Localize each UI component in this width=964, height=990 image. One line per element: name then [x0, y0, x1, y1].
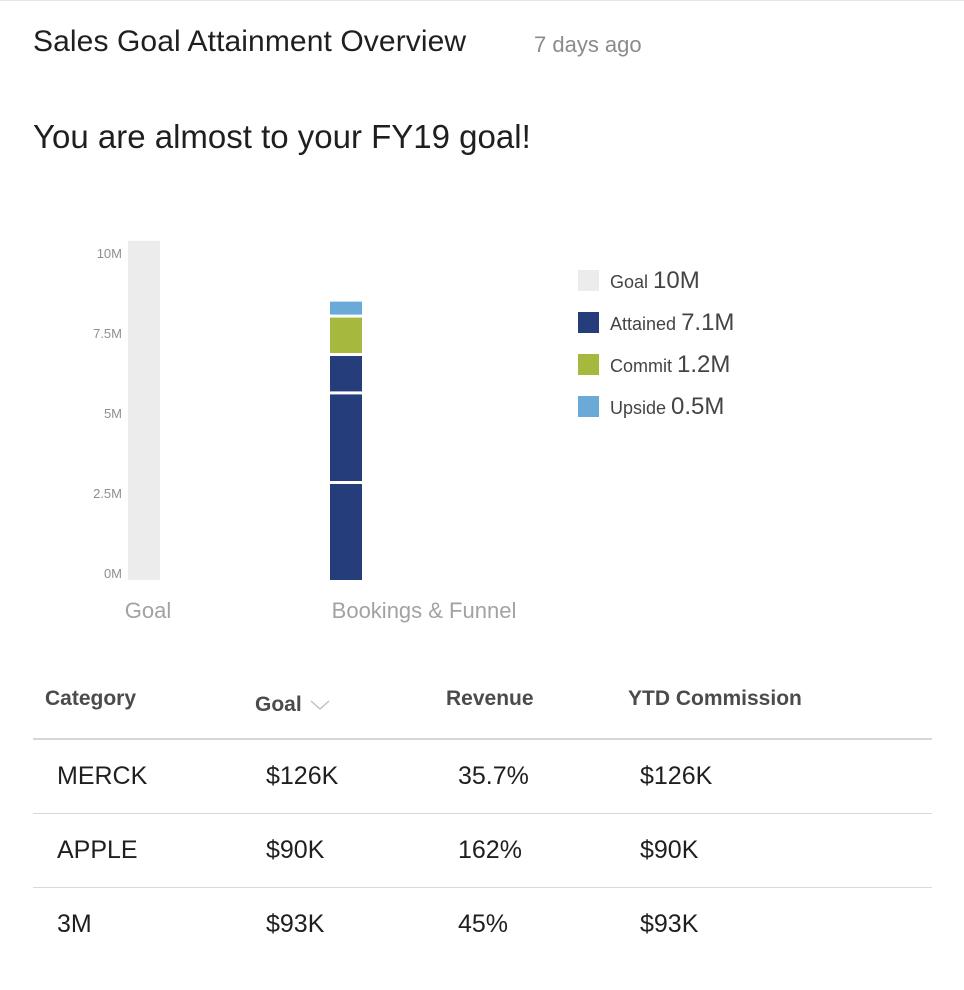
legend-item: Attained 7.1M: [610, 309, 734, 336]
column-header-revenue[interactable]: Revenue: [446, 687, 534, 710]
legend-name: Commit: [610, 356, 677, 376]
legend-swatch: [578, 396, 599, 417]
y-tick-label: 0M: [104, 566, 122, 581]
y-tick-label: 7.5M: [93, 326, 122, 341]
table-header: Category Goal Revenue YTD Commission: [33, 676, 932, 740]
cell-category: 3M: [57, 910, 92, 938]
x-label-goal: Goal: [125, 598, 171, 623]
column-header-goal-label: Goal: [255, 693, 302, 716]
cell-category: APPLE: [57, 836, 138, 864]
attained-segment: [330, 356, 362, 392]
column-header-category[interactable]: Category: [45, 687, 137, 710]
card-title: Sales Goal Attainment Overview: [33, 25, 467, 58]
legend-item: Commit 1.2M: [610, 351, 730, 378]
legend-swatch: [578, 354, 599, 375]
legend-value: 10M: [653, 267, 700, 294]
legend-name: Goal: [610, 272, 653, 292]
legend-name: Upside: [610, 398, 671, 418]
chevron-down-icon[interactable]: [310, 693, 330, 717]
legend-swatch: [578, 312, 599, 333]
legend-item: Upside 0.5M: [610, 393, 724, 420]
legend-value: 0.5M: [671, 393, 724, 420]
y-tick-label: 2.5M: [93, 486, 122, 501]
legend-value: 1.2M: [677, 351, 730, 378]
attained-segment: [330, 484, 362, 580]
card-top-border: [0, 0, 964, 1]
attained-segment: [330, 394, 362, 481]
legend-item: Goal 10M: [610, 267, 700, 294]
x-label-bookings: Bookings & Funnel: [332, 598, 517, 623]
column-header-ytd-commission[interactable]: YTD Commission: [628, 687, 802, 710]
cell-goal: $126K: [266, 762, 339, 790]
cell-goal: $93K: [266, 910, 325, 938]
y-tick-label: 10M: [97, 246, 122, 261]
table-row[interactable]: APPLE $90K 162% $90K: [33, 814, 932, 888]
cell-category: MERCK: [57, 762, 148, 790]
cell-ytd-commission: $126K: [640, 762, 713, 790]
commit-segment: [330, 317, 362, 353]
table-row[interactable]: 3M $93K 45% $93K: [33, 888, 932, 961]
goal-bar: [128, 240, 160, 581]
legend-value: 7.1M: [681, 309, 734, 336]
cell-ytd-commission: $90K: [640, 836, 699, 864]
cell-goal: $90K: [266, 836, 325, 864]
cell-revenue: 162%: [458, 836, 522, 864]
cell-ytd-commission: $93K: [640, 910, 699, 938]
legend-name: Attained: [610, 314, 681, 334]
cell-revenue: 45%: [458, 910, 509, 938]
cell-revenue: 35.7%: [458, 762, 529, 790]
accounts-table: Category Goal Revenue YTD Commission MER…: [33, 676, 932, 961]
headline: You are almost to your FY19 goal!: [33, 118, 531, 155]
legend-swatch: [578, 270, 599, 291]
column-header-goal[interactable]: Goal: [255, 693, 330, 717]
upside-segment: [330, 301, 362, 315]
timestamp: 7 days ago: [534, 32, 642, 57]
y-tick-label: 5M: [104, 406, 122, 421]
table-row[interactable]: MERCK $126K 35.7% $126K: [33, 740, 932, 814]
